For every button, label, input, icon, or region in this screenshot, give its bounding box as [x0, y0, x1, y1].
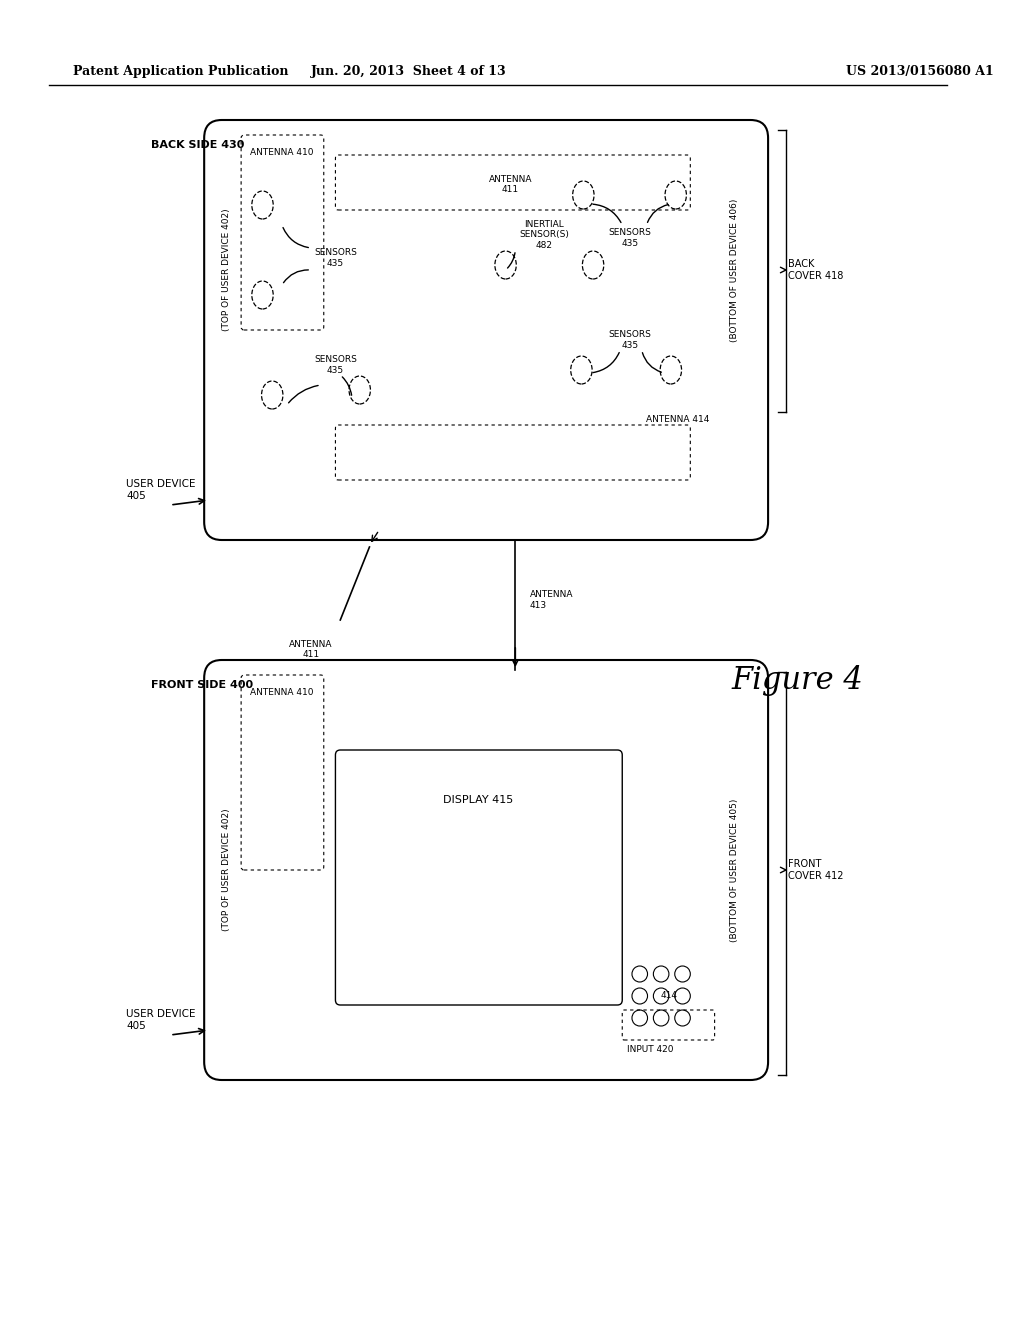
Text: ANTENNA
411: ANTENNA 411	[290, 640, 333, 660]
Text: (BOTTOM OF USER DEVICE 405): (BOTTOM OF USER DEVICE 405)	[729, 799, 738, 941]
Text: ANTENNA 410: ANTENNA 410	[250, 688, 313, 697]
Text: 414: 414	[660, 991, 678, 1001]
Text: SENSORS
435: SENSORS 435	[608, 228, 651, 248]
Text: DISPLAY 415: DISPLAY 415	[443, 795, 513, 805]
Text: INERTIAL
SENSOR(S)
482: INERTIAL SENSOR(S) 482	[519, 220, 569, 249]
Text: BACK
COVER 418: BACK COVER 418	[787, 259, 843, 281]
Text: Jun. 20, 2013  Sheet 4 of 13: Jun. 20, 2013 Sheet 4 of 13	[310, 65, 506, 78]
Text: ANTENNA
413: ANTENNA 413	[529, 590, 573, 610]
Text: USER DEVICE
405: USER DEVICE 405	[126, 1010, 196, 1031]
Text: (TOP OF USER DEVICE 402): (TOP OF USER DEVICE 402)	[222, 209, 231, 331]
Text: (TOP OF USER DEVICE 402): (TOP OF USER DEVICE 402)	[222, 809, 231, 932]
Text: SENSORS
435: SENSORS 435	[608, 330, 651, 350]
Text: SENSORS
435: SENSORS 435	[314, 248, 357, 268]
FancyBboxPatch shape	[204, 660, 768, 1080]
Text: (BOTTOM OF USER DEVICE 406): (BOTTOM OF USER DEVICE 406)	[729, 198, 738, 342]
Text: SENSORS
435: SENSORS 435	[314, 355, 357, 375]
Text: ANTENNA
411: ANTENNA 411	[488, 176, 532, 194]
FancyBboxPatch shape	[204, 120, 768, 540]
Text: ANTENNA 410: ANTENNA 410	[250, 148, 313, 157]
Text: INPUT 420: INPUT 420	[627, 1045, 674, 1053]
Text: BACK SIDE 430: BACK SIDE 430	[151, 140, 244, 150]
Text: Figure 4: Figure 4	[731, 664, 863, 696]
Text: ANTENNA 414: ANTENNA 414	[646, 414, 710, 424]
Text: USER DEVICE
405: USER DEVICE 405	[126, 479, 196, 500]
Text: FRONT SIDE 400: FRONT SIDE 400	[151, 680, 253, 690]
Text: US 2013/0156080 A1: US 2013/0156080 A1	[846, 65, 993, 78]
Text: FRONT
COVER 412: FRONT COVER 412	[787, 859, 843, 880]
Text: Patent Application Publication: Patent Application Publication	[73, 65, 289, 78]
